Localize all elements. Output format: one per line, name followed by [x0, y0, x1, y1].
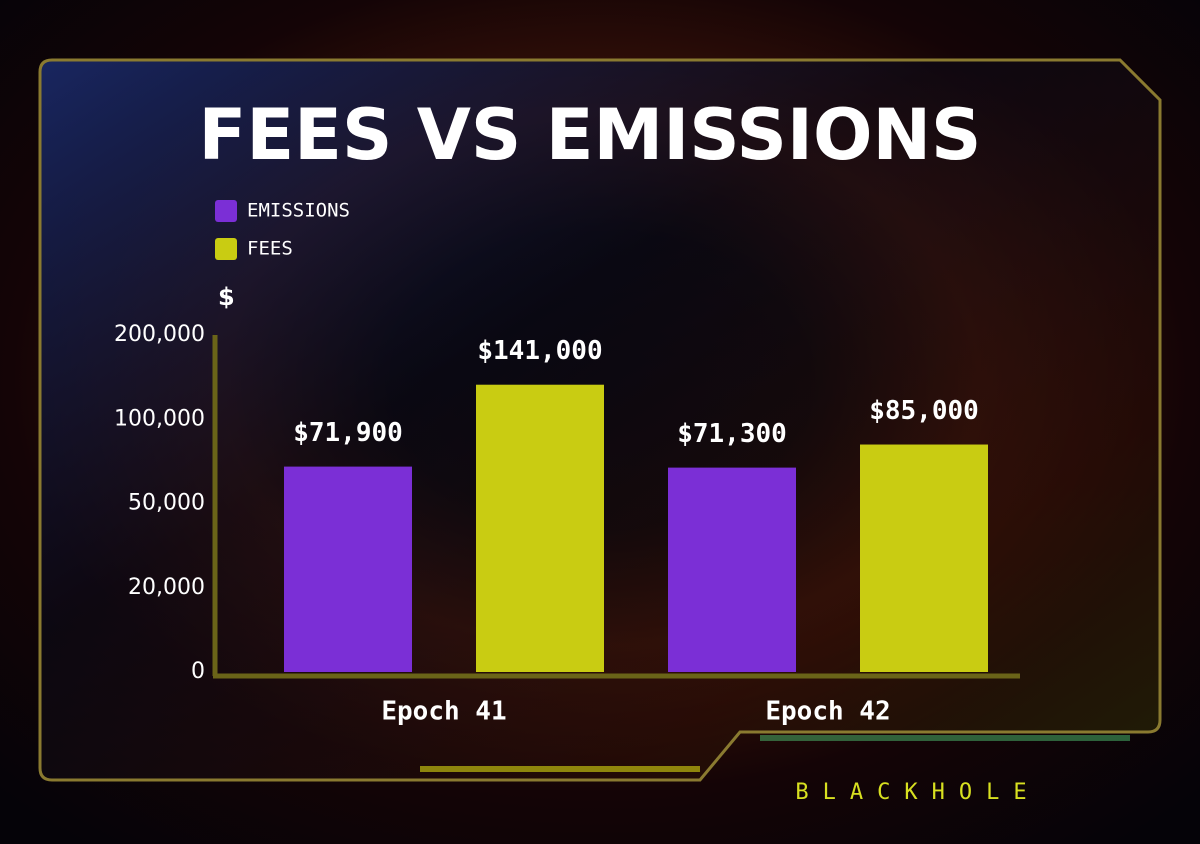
- y-tick-label: 20,000: [128, 575, 205, 600]
- y-tick-label: 0: [191, 659, 205, 684]
- data-label: $141,000: [477, 336, 602, 366]
- legend-label: FEES: [247, 238, 293, 260]
- bar: [284, 466, 412, 672]
- x-tick-label: Epoch 42: [765, 697, 890, 727]
- x-tick-label: Epoch 41: [381, 697, 506, 727]
- data-label: $85,000: [869, 396, 979, 426]
- brand-logo: BLACKHOLE: [795, 780, 1040, 805]
- data-label: $71,900: [293, 418, 403, 448]
- y-tick-label: 100,000: [114, 406, 205, 431]
- data-label: $71,300: [677, 419, 787, 449]
- progress-dashes: [420, 735, 1130, 772]
- legend-swatch: [215, 238, 237, 260]
- y-axis-label: $: [218, 283, 235, 311]
- y-tick-label: 50,000: [128, 491, 205, 516]
- bar: [668, 467, 796, 672]
- chart-title: FEES VS EMISSIONS: [199, 94, 982, 176]
- bar: [860, 444, 988, 672]
- y-tick-label: 200,000: [114, 322, 205, 347]
- legend-swatch: [215, 200, 237, 222]
- legend-label: EMISSIONS: [247, 200, 350, 222]
- bar: [476, 384, 604, 672]
